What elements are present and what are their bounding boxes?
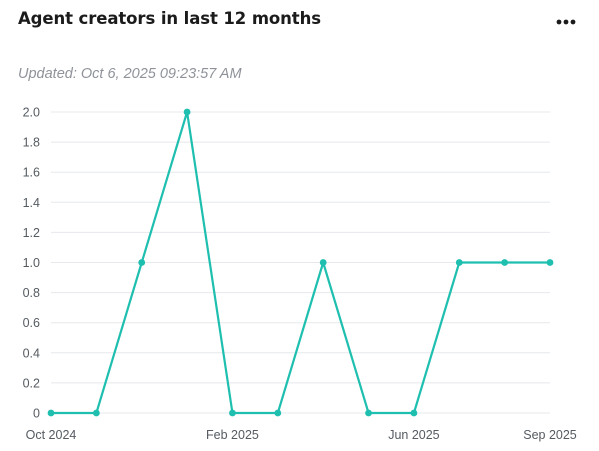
more-options-button[interactable] [552,12,580,32]
y-tick-label: 1.6 [23,166,40,180]
y-tick-label: 0.4 [23,346,40,360]
data-point[interactable] [138,259,146,266]
x-tick-label: Sep 2025 [523,428,577,442]
data-point[interactable] [319,259,327,266]
grid-lines [51,111,550,414]
data-point[interactable] [410,409,418,417]
series [47,108,554,417]
data-point[interactable] [501,259,509,266]
y-tick-label: 1.2 [23,226,40,240]
y-tick-label: 0.6 [23,316,40,330]
card-title: Agent creators in last 12 months [18,9,321,28]
data-point[interactable] [274,409,282,417]
y-tick-label: 0 [33,407,40,421]
axes: 0 0.2 0.4 0.6 0.8 1.0 1.2 1.4 1.6 1.8 2.0 Oct 2024 F… [23,106,577,443]
series-line [49,110,552,415]
y-tick-label: 1.0 [23,256,40,270]
x-tick-label: Jun 2025 [388,428,439,442]
data-point[interactable] [365,409,372,417]
data-point[interactable] [229,409,236,417]
updated-timestamp: Updated: Oct 6, 2025 09:23:57 AM [18,66,242,82]
more-horizontal-icon [556,19,576,25]
data-point[interactable] [47,409,55,417]
x-tick-label: Feb 2025 [206,428,259,442]
data-point[interactable] [92,409,100,417]
y-tick-label: 1.4 [23,196,40,210]
y-tick-label: 0.2 [23,376,40,390]
data-point[interactable] [183,108,191,116]
data-point[interactable] [546,259,554,266]
y-tick-label: 0.8 [23,286,40,300]
y-tick-label: 1.8 [23,136,40,150]
data-point[interactable] [455,259,463,266]
x-tick-label: Oct 2024 [26,428,77,442]
y-tick-label: 2.0 [23,106,40,120]
